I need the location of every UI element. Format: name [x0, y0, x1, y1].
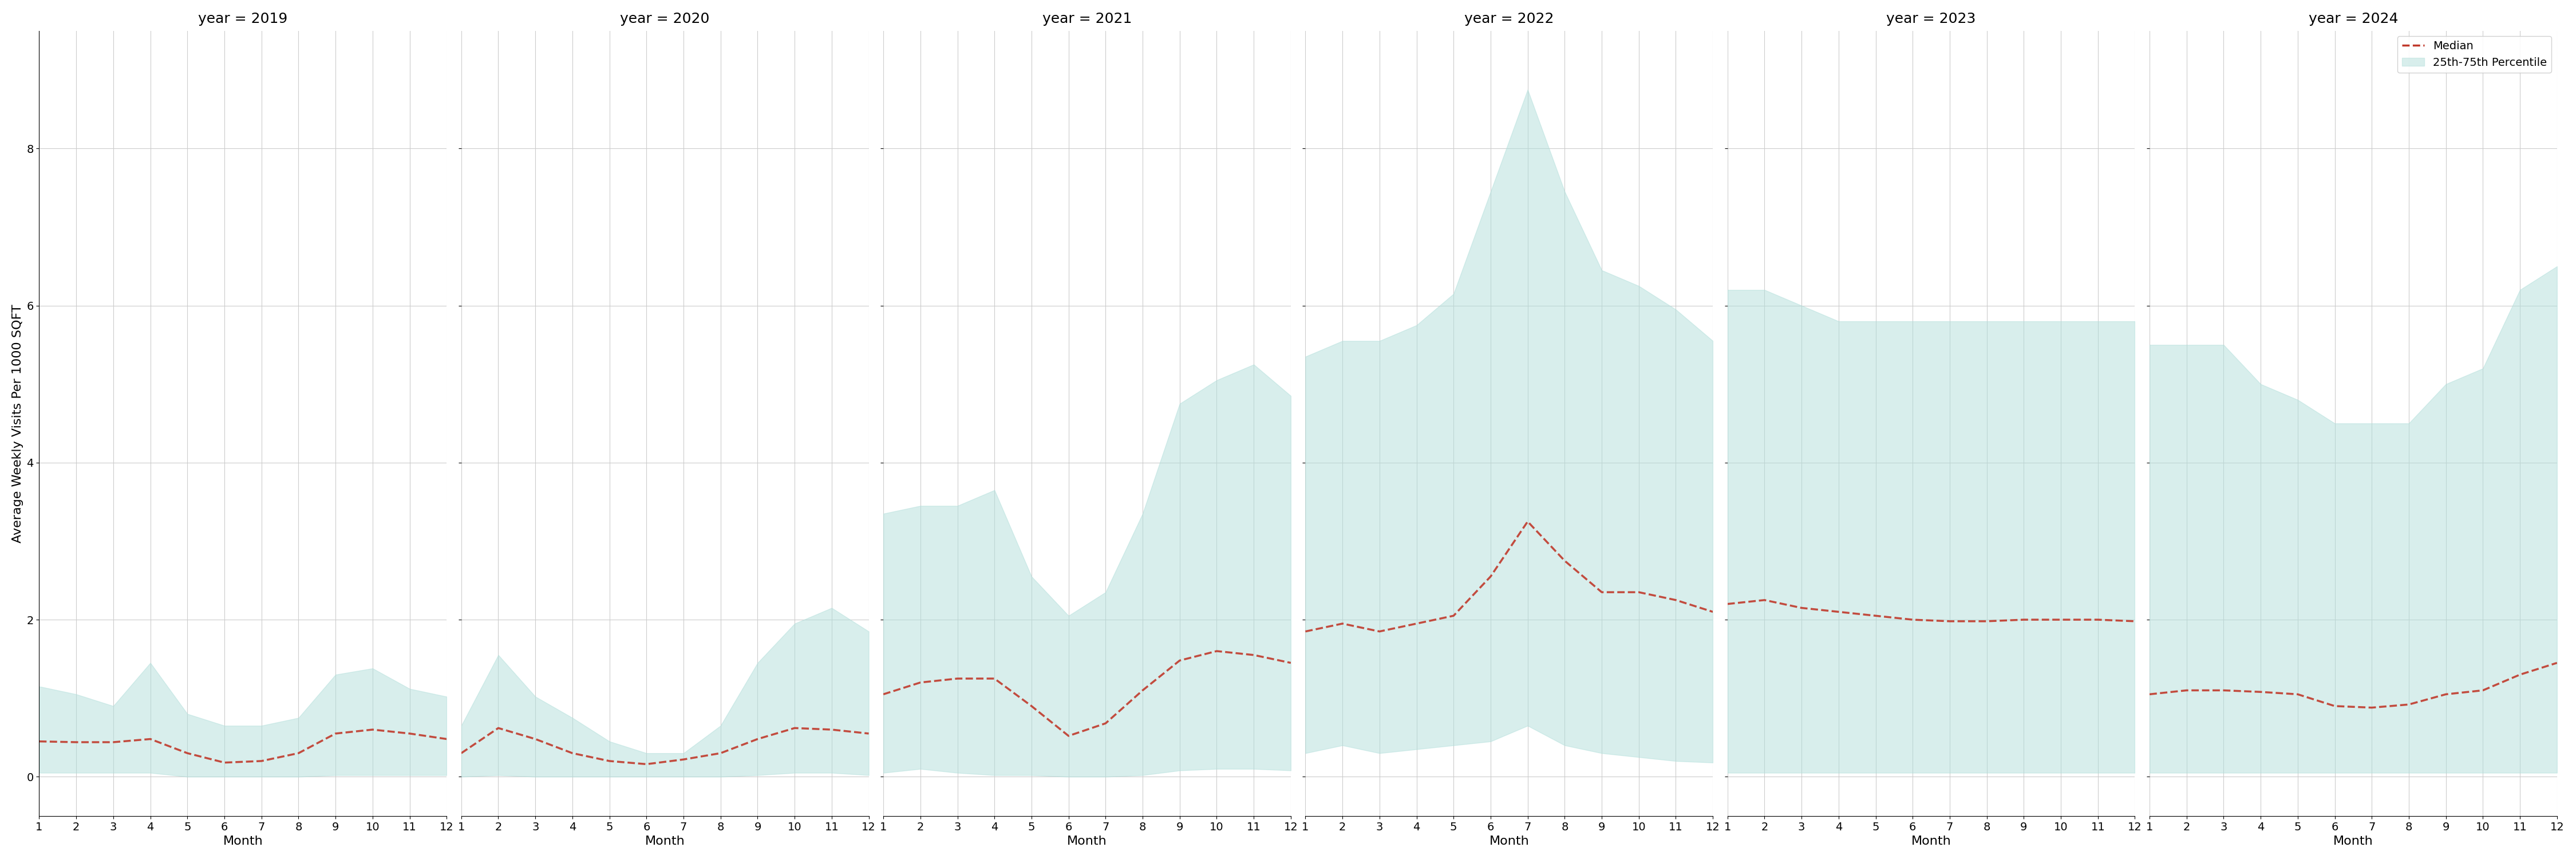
Median	[2468, 685, 2499, 696]
Median	[520, 734, 551, 744]
Median	[319, 728, 350, 739]
Median	[2318, 701, 2349, 711]
Median	[2543, 658, 2573, 668]
Title: year = 2022: year = 2022	[1463, 12, 1553, 26]
Median	[1935, 616, 1965, 626]
Median	[1054, 731, 1084, 741]
Median	[430, 734, 461, 744]
Median	[1512, 516, 1543, 527]
Line: Median: Median	[884, 651, 1291, 736]
Median	[1548, 556, 1579, 566]
Median	[1749, 595, 1780, 606]
Median	[1164, 655, 1195, 666]
Title: year = 2021: year = 2021	[1043, 12, 1131, 26]
Line: Median: Median	[461, 728, 868, 765]
Median	[1698, 606, 1728, 617]
Median	[62, 737, 93, 747]
Median	[1128, 685, 1159, 696]
Median	[1662, 595, 1692, 606]
Median	[1437, 611, 1468, 621]
Line: Median: Median	[2148, 663, 2558, 708]
Median	[1971, 616, 2002, 626]
Median	[1713, 599, 1744, 609]
Median	[556, 748, 587, 758]
Median	[1476, 571, 1507, 582]
Median	[23, 736, 54, 746]
Median	[595, 756, 626, 766]
X-axis label: Month: Month	[2334, 836, 2372, 847]
Y-axis label: Average Weekly Visits Per 1000 SQFT: Average Weekly Visits Per 1000 SQFT	[13, 304, 23, 543]
Median	[1785, 603, 1816, 613]
Median	[2429, 689, 2460, 699]
Line: Median: Median	[1728, 600, 2136, 621]
Median	[667, 754, 698, 765]
Median	[1623, 587, 1654, 597]
Median	[631, 759, 662, 770]
Median	[2282, 689, 2313, 699]
Title: year = 2024: year = 2024	[2308, 12, 2398, 26]
Median	[98, 737, 129, 747]
Median	[1860, 611, 1891, 621]
Median	[2009, 614, 2040, 624]
Median	[1015, 701, 1046, 711]
Median	[446, 748, 477, 758]
Median	[2045, 614, 2076, 624]
Median	[2081, 614, 2112, 624]
Median	[394, 728, 425, 739]
Median	[173, 748, 204, 758]
Median	[2120, 616, 2151, 626]
Median	[904, 678, 935, 688]
Median	[742, 734, 773, 744]
Median	[2172, 685, 2202, 696]
Legend: Median, 25th-75th Percentile: Median, 25th-75th Percentile	[2398, 36, 2550, 72]
Median	[209, 758, 240, 768]
Title: year = 2020: year = 2020	[621, 12, 711, 26]
Median	[1587, 587, 1618, 597]
Median	[2504, 669, 2535, 679]
X-axis label: Month: Month	[1489, 836, 1530, 847]
Median	[2246, 686, 2277, 697]
Line: Median: Median	[39, 729, 446, 763]
Median	[1200, 646, 1231, 656]
Line: Median: Median	[1306, 521, 1713, 631]
X-axis label: Month: Month	[644, 836, 685, 847]
Median	[2208, 685, 2239, 696]
Median	[1824, 606, 1855, 617]
Title: year = 2019: year = 2019	[198, 12, 289, 26]
Median	[1327, 618, 1358, 629]
Median	[134, 734, 165, 744]
Median	[358, 724, 389, 734]
Median	[853, 728, 884, 739]
X-axis label: Month: Month	[1066, 836, 1108, 847]
X-axis label: Month: Month	[224, 836, 263, 847]
Median	[1291, 626, 1321, 637]
Median	[1401, 618, 1432, 629]
Median	[245, 756, 276, 766]
Median	[706, 748, 737, 758]
Median	[1365, 626, 1396, 637]
Median	[1239, 650, 1270, 661]
Median	[283, 748, 314, 758]
Median	[778, 723, 809, 734]
Median	[2133, 689, 2164, 699]
Median	[979, 673, 1010, 684]
X-axis label: Month: Month	[1911, 836, 1950, 847]
Median	[868, 689, 899, 699]
Title: year = 2023: year = 2023	[1886, 12, 1976, 26]
Median	[817, 724, 848, 734]
Median	[943, 673, 974, 684]
Median	[1090, 718, 1121, 728]
Median	[2393, 699, 2424, 710]
Median	[1275, 658, 1306, 668]
Median	[1896, 614, 1927, 624]
Median	[482, 723, 513, 734]
Median	[2357, 703, 2388, 713]
